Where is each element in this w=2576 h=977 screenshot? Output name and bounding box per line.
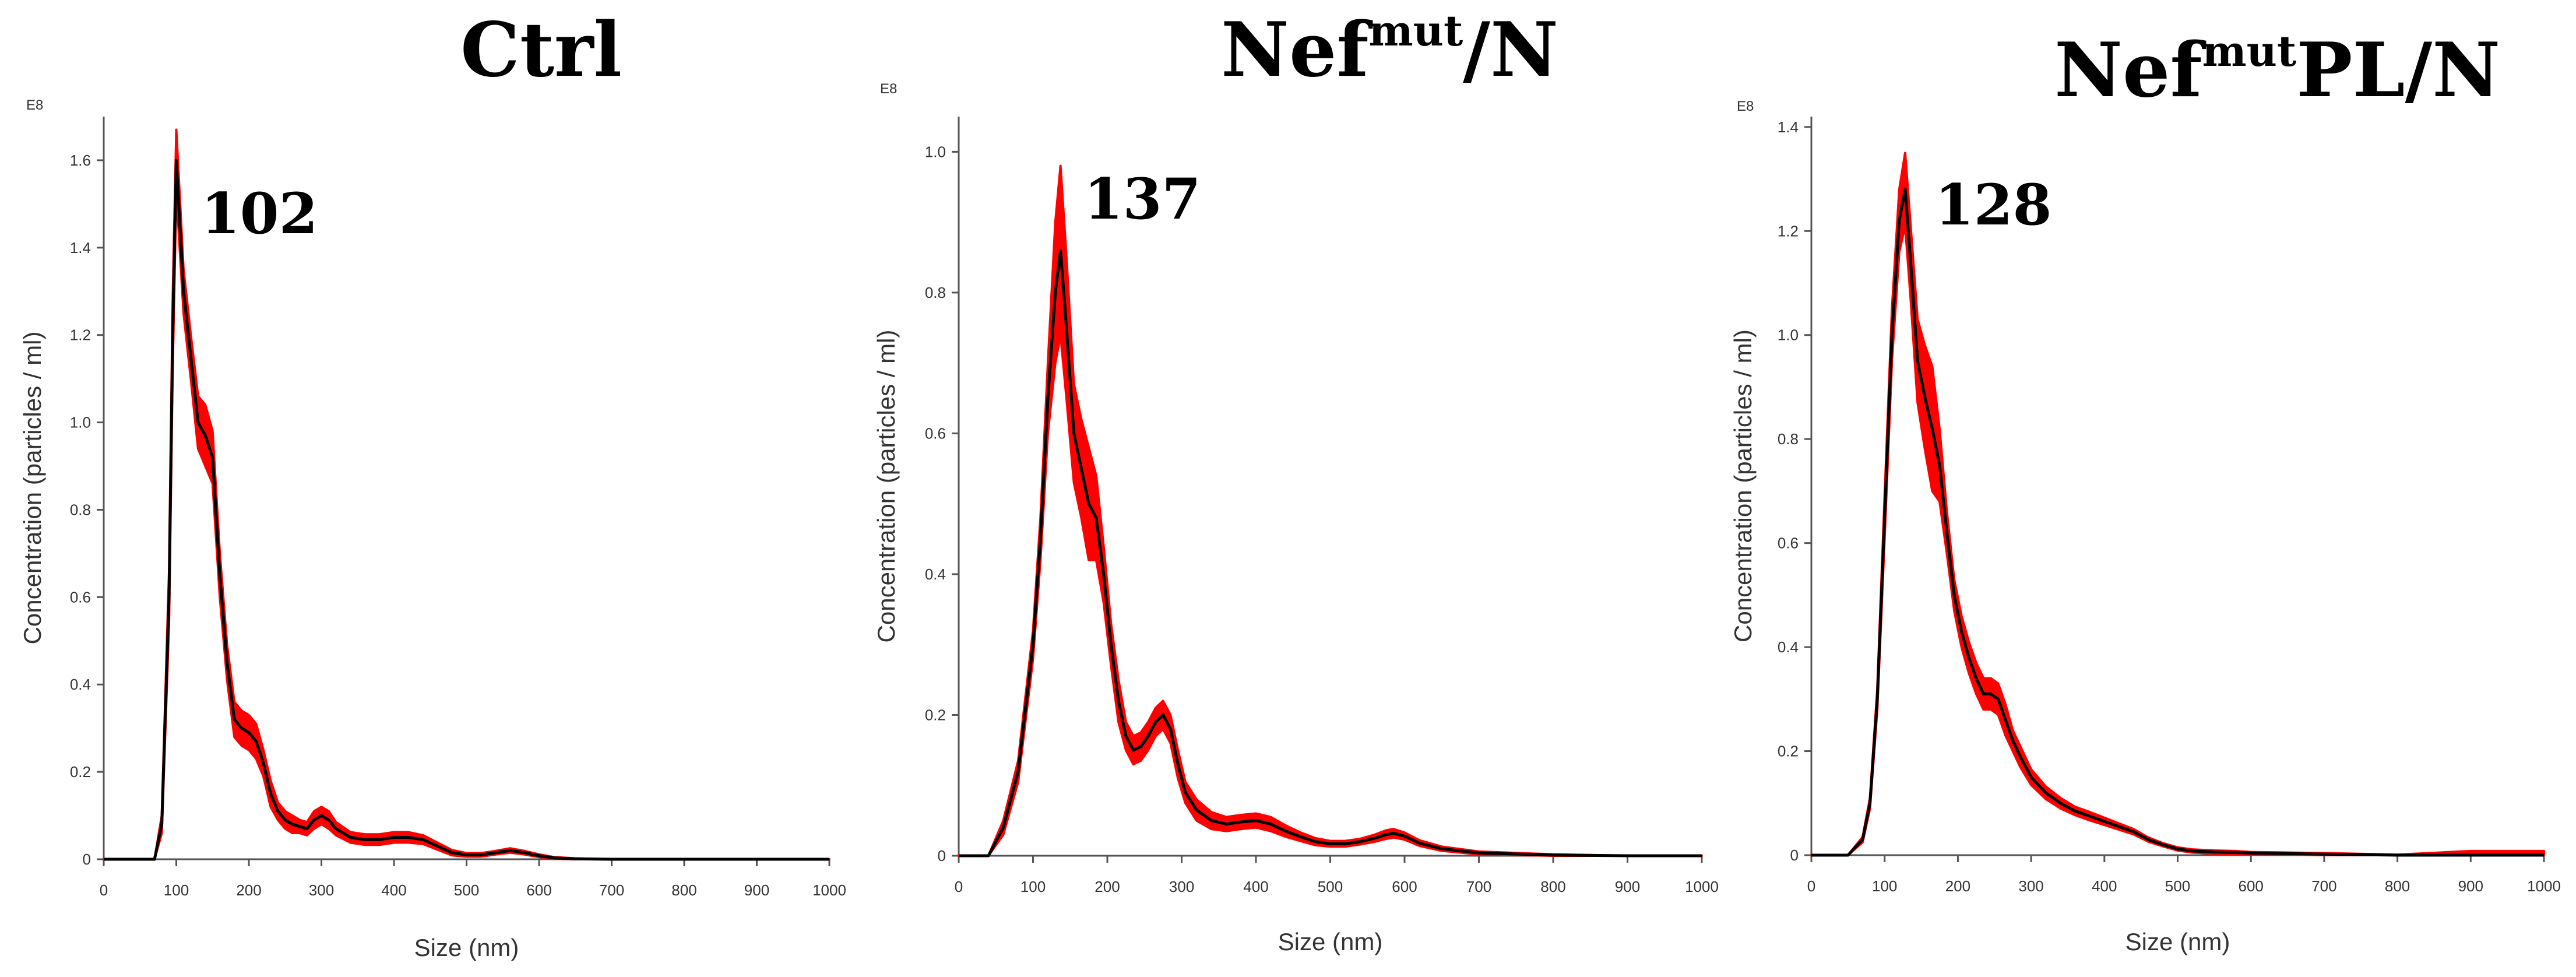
y-tick-label: 0: [1790, 846, 1799, 864]
chart-panel: 0 100 200 300 400 500 600 700 800 900 1000 0 0.2 0.4 0…: [19, 6, 846, 961]
y-tick-label: 1.0: [70, 414, 91, 431]
x-tick-label: 300: [309, 881, 334, 899]
x-tick-label: 400: [1243, 878, 1268, 895]
x-tick-label: 800: [671, 881, 696, 899]
y-tick-label: 0.6: [925, 424, 946, 442]
error-band: [958, 164, 1703, 857]
x-axis-title: Size (nm): [414, 934, 519, 961]
x-tick-label: 700: [599, 881, 624, 899]
peak-size-annotation: 137: [1084, 166, 1201, 232]
x-tick-label: 800: [1540, 878, 1565, 895]
x-tick-label: 800: [2385, 877, 2410, 895]
y-tick-label: 1.4: [70, 239, 91, 256]
x-tick-label: 600: [1392, 878, 1417, 895]
y-tick-label: 0.2: [925, 706, 946, 723]
x-tick-label: 100: [1020, 878, 1046, 895]
y-tick-label: 0.8: [1778, 430, 1799, 448]
y-tick-label: 0.4: [925, 565, 946, 583]
panel-title-suffix: PL/N: [2296, 27, 2500, 114]
x-tick-label: 500: [2165, 877, 2190, 895]
y-tick-label: 1.0: [925, 143, 946, 160]
y-tick-label: 1.2: [1778, 222, 1799, 240]
y-exponent-label: E8: [1737, 99, 1754, 114]
panel-title-superscript: mut: [2202, 26, 2297, 76]
panel-title-main: Ctrl: [460, 6, 622, 94]
y-tick-label: 0.2: [70, 763, 91, 781]
x-tick-label: 900: [2458, 877, 2483, 895]
x-tick-label: 200: [236, 881, 261, 899]
peak-size-annotation: 102: [201, 181, 318, 247]
y-exponent-label: E8: [26, 97, 43, 113]
x-tick-label: 0: [955, 878, 963, 895]
x-tick-label: 900: [1615, 878, 1640, 895]
y-axis-title: Concentration (particles / ml): [872, 330, 900, 643]
x-tick-label: 300: [2018, 877, 2043, 895]
x-tick-label: 700: [2311, 877, 2336, 895]
panel-title: NefmutPL/N: [2054, 26, 2500, 114]
peak-size-annotation: 128: [1935, 172, 2051, 238]
x-tick-label: 500: [1318, 878, 1343, 895]
y-tick-label: 1.0: [1778, 326, 1799, 344]
x-tick-label: 200: [1095, 878, 1120, 895]
x-tick-label: 1000: [2527, 877, 2561, 895]
y-tick-label: 0.8: [70, 501, 91, 518]
x-tick-label: 400: [2092, 877, 2117, 895]
panel-title-superscript: mut: [1369, 6, 1463, 55]
y-tick-label: 0: [938, 847, 946, 864]
x-tick-label: 500: [454, 881, 479, 899]
y-tick-label: 0.2: [1778, 743, 1799, 760]
x-tick-label: 100: [164, 881, 189, 899]
y-tick-label: 0.6: [1778, 535, 1799, 552]
series-line: [959, 248, 1702, 857]
x-tick-label: 600: [2239, 877, 2264, 895]
chart-panel: 0 100 200 300 400 500 600 700 800 900 1000 0 0.2 0.4 0…: [1729, 26, 2561, 955]
panel-title-main: Nef: [1221, 6, 1373, 94]
x-tick-label: 700: [1466, 878, 1491, 895]
panel-title: Ctrl: [460, 6, 622, 94]
series-line: [1811, 188, 2544, 857]
x-tick-label: 1000: [1685, 878, 1719, 895]
chart-panel: 0 100 200 300 400 500 600 700 800 900 1000 0 0.2 0.4 0…: [872, 6, 1719, 955]
error-band: [1810, 152, 2545, 856]
x-tick-label: 600: [526, 881, 551, 899]
x-tick-label: 0: [1807, 877, 1815, 895]
panel-title-suffix: /N: [1463, 6, 1558, 94]
x-axis-title: Size (nm): [1278, 928, 1383, 955]
y-axis-title: Concentration (particles / ml): [19, 332, 46, 645]
x-tick-label: 900: [744, 881, 769, 899]
y-tick-label: 0.8: [925, 284, 946, 301]
x-tick-label: 300: [1169, 878, 1194, 895]
x-tick-label: 0: [100, 881, 108, 899]
y-axis-title: Concentration (particles / ml): [1729, 329, 1757, 642]
x-tick-label: 100: [1872, 877, 1897, 895]
y-tick-label: 0: [83, 851, 91, 868]
y-tick-label: 0.4: [70, 676, 91, 693]
x-axis-title: Size (nm): [2125, 928, 2230, 955]
x-tick-label: 1000: [812, 881, 846, 899]
y-tick-label: 1.4: [1778, 118, 1799, 136]
y-tick-label: 0.6: [70, 588, 91, 606]
y-tick-label: 0.4: [1778, 638, 1799, 656]
y-exponent-label: E8: [880, 81, 897, 97]
y-tick-label: 1.6: [70, 152, 91, 169]
panel-title: Nefmut/N: [1221, 6, 1558, 94]
y-tick-label: 1.2: [70, 326, 91, 344]
panel-title-main: Nef: [2054, 27, 2206, 114]
x-tick-label: 400: [381, 881, 406, 899]
series-line: [104, 159, 829, 861]
x-tick-label: 200: [1945, 877, 1970, 895]
